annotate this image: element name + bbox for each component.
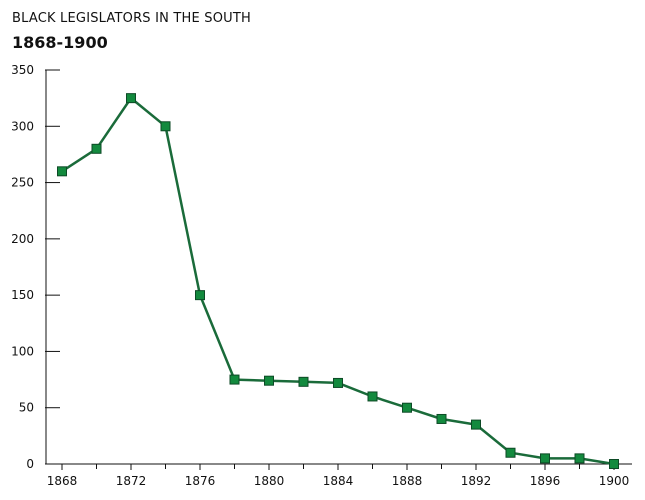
x-tick-label: 1900 [599, 474, 630, 488]
data-point [264, 375, 274, 386]
data-point [126, 93, 136, 104]
data-point [91, 143, 102, 154]
x-tick-label: 1880 [254, 474, 285, 488]
chart-axes: 0 50 100 150 200 250 300 350 1868 1872 1876 1880 188… [11, 63, 632, 488]
y-tick-label: 200 [11, 232, 34, 246]
data-point [436, 413, 447, 424]
y-tick-label: 0 [26, 457, 34, 471]
data-point [367, 391, 378, 402]
x-tick-label: 1876 [185, 474, 216, 488]
data-point [540, 453, 550, 464]
series-layer [57, 93, 619, 469]
data-point [574, 453, 585, 464]
data-point [333, 377, 343, 388]
data-point [160, 121, 171, 132]
data-point [195, 290, 205, 301]
x-tick-label: 1892 [461, 474, 492, 488]
y-tick-label: 300 [11, 119, 34, 133]
data-point [57, 166, 67, 177]
data-point [402, 402, 412, 413]
data-point [609, 459, 619, 469]
y-tick-label: 150 [11, 288, 34, 302]
data-point [471, 419, 481, 430]
series-line [61, 96, 615, 466]
y-tick-label: 350 [11, 63, 34, 77]
data-point [298, 376, 309, 387]
x-tick-label: 1884 [323, 474, 354, 488]
y-tick-label: 100 [11, 344, 34, 358]
x-tick-label: 1872 [116, 474, 147, 488]
y-tick-label: 50 [19, 401, 34, 415]
chart-subtitle: 1868-1900 [12, 33, 108, 52]
x-tick-label: 1888 [392, 474, 423, 488]
y-tick-label: 250 [11, 176, 34, 190]
data-point [229, 374, 240, 385]
x-tick-label: 1896 [530, 474, 561, 488]
chart-title: BLACK LEGISLATORS IN THE SOUTH [12, 11, 251, 26]
x-tick-label: 1868 [47, 474, 78, 488]
data-point [505, 447, 516, 458]
